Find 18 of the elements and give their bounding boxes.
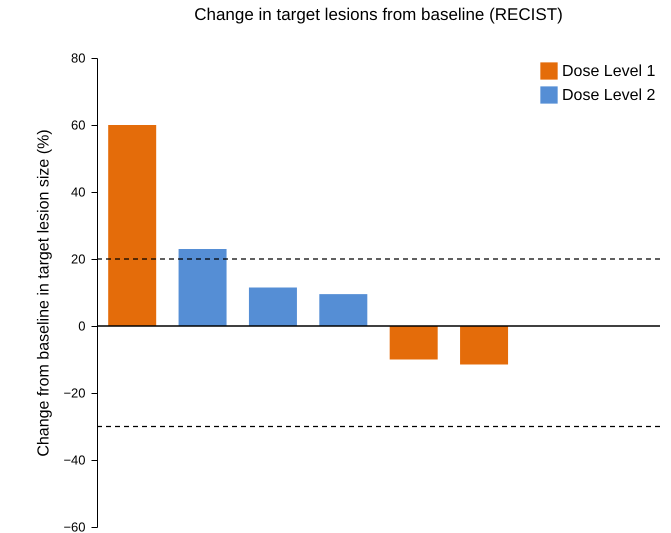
bar	[108, 125, 156, 326]
bar	[460, 326, 508, 365]
chart-title: Change in target lesions from baseline (RECIST)	[194, 5, 563, 24]
y-tick-label: −60	[63, 520, 86, 533]
y-tick-label: −40	[63, 452, 86, 468]
y-axis-title: Change from baseline in target lesion size (%)	[35, 129, 52, 457]
bar	[319, 294, 368, 326]
legend-label: Dose Level 1	[562, 63, 656, 80]
bar	[248, 287, 297, 326]
y-tick-label: 40	[71, 184, 86, 200]
y-tick-label: 20	[71, 252, 86, 266]
y-tick-label: 0	[78, 318, 86, 334]
bar	[390, 326, 438, 360]
y-tick-label: 80	[71, 50, 86, 66]
legend-label: Dose Level 2	[562, 87, 656, 104]
y-tick-label: 60	[71, 118, 86, 132]
y-tick-label: −20	[63, 386, 86, 400]
bar	[178, 248, 227, 326]
